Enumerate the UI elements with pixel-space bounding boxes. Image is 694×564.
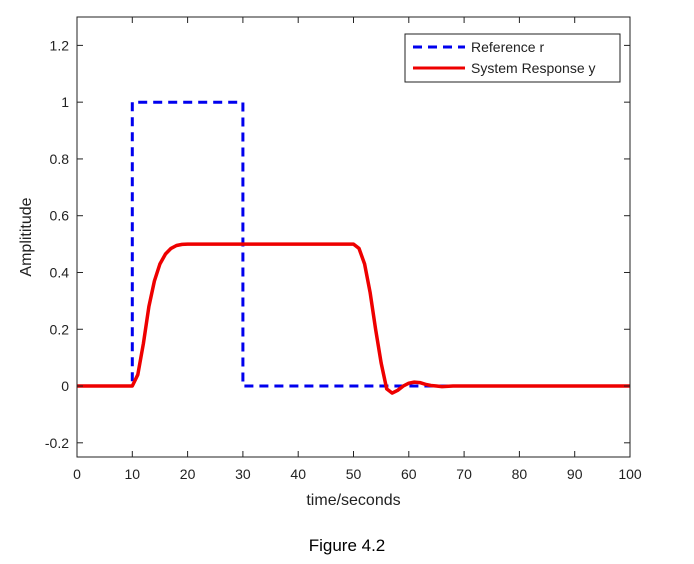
x-tick-label: 60 [401, 466, 417, 482]
y-tick-label: 0.2 [50, 321, 70, 337]
axes-box [76, 16, 631, 458]
y-axis-label: Amplititude [18, 197, 35, 276]
y-tick-label: 0.8 [50, 151, 70, 167]
y-tick-label: 1 [61, 94, 69, 110]
y-tick-label: 0 [61, 378, 69, 394]
legend-label-reference-r: Reference r [471, 39, 544, 55]
legend-label-system-response-y: System Response y [471, 60, 596, 76]
figure-caption: Figure 4.2 [308, 536, 386, 555]
legend-box [404, 33, 621, 83]
x-tick-label: 40 [290, 466, 306, 482]
line-chart: 0 10 20 30 40 50 60 70 80 90 100-0.200.20.40.60.81… [18, 16, 642, 509]
x-axis-label: time/seconds [306, 492, 400, 509]
x-tick-label: 10 [125, 466, 141, 482]
y-tick-label: 0.6 [50, 208, 70, 224]
y-tick-label: -0.2 [45, 435, 69, 451]
x-tick-label: 20 [180, 466, 196, 482]
plot-area [77, 100, 630, 395]
series-line-system-response-y [77, 242, 630, 395]
x-tick-label: 30 [235, 466, 251, 482]
x-tick-label: 100 [618, 466, 642, 482]
x-tick-label: 70 [456, 466, 472, 482]
x-tick-label: 90 [567, 466, 583, 482]
x-tick-label: 50 [346, 466, 362, 482]
x-tick-label: 80 [512, 466, 528, 482]
y-tick-label: 1.2 [50, 37, 70, 53]
legend: Reference r System Response y [404, 33, 621, 83]
y-tick-label: 0.4 [50, 264, 70, 280]
x-tick-label: 0 [73, 466, 81, 482]
axes: 0 10 20 30 40 50 60 70 80 90 100-0.200.20.40.60.81… [18, 16, 642, 509]
